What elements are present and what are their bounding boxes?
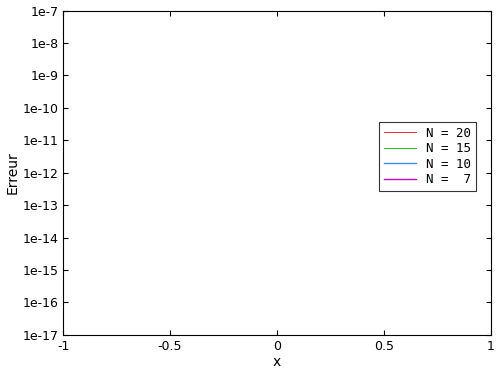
Y-axis label: Erreur: Erreur <box>6 151 20 194</box>
X-axis label: x: x <box>272 356 281 369</box>
Legend: N = 20, N = 15, N = 10, N =  7: N = 20, N = 15, N = 10, N = 7 <box>380 122 476 191</box>
